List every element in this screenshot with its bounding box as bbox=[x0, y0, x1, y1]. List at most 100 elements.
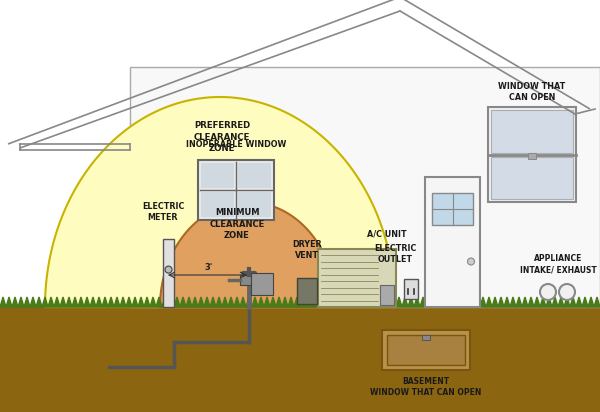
Polygon shape bbox=[48, 297, 54, 307]
Polygon shape bbox=[276, 297, 282, 307]
Text: MINIMUM
CLEARANCE
ZONE: MINIMUM CLEARANCE ZONE bbox=[209, 208, 265, 240]
Polygon shape bbox=[432, 297, 438, 307]
Polygon shape bbox=[96, 297, 102, 307]
Polygon shape bbox=[594, 297, 600, 307]
Polygon shape bbox=[342, 297, 348, 307]
Polygon shape bbox=[132, 297, 138, 307]
Polygon shape bbox=[120, 297, 126, 307]
Polygon shape bbox=[6, 297, 12, 307]
Polygon shape bbox=[588, 297, 594, 307]
Polygon shape bbox=[438, 297, 444, 307]
Text: ELECTRIC
OUTLET: ELECTRIC OUTLET bbox=[374, 244, 416, 264]
Bar bbox=[425, 177, 480, 307]
Polygon shape bbox=[30, 297, 36, 307]
Circle shape bbox=[559, 284, 575, 300]
Polygon shape bbox=[12, 297, 18, 307]
Polygon shape bbox=[360, 297, 366, 307]
Polygon shape bbox=[300, 297, 306, 307]
Polygon shape bbox=[372, 297, 378, 307]
Text: INOPERABLE WINDOW: INOPERABLE WINDOW bbox=[186, 140, 286, 148]
Polygon shape bbox=[66, 297, 72, 307]
Bar bbox=[251, 273, 273, 295]
Polygon shape bbox=[366, 297, 372, 307]
Polygon shape bbox=[420, 297, 426, 307]
Polygon shape bbox=[546, 297, 552, 307]
Bar bbox=[318, 249, 396, 307]
Polygon shape bbox=[216, 297, 222, 307]
Polygon shape bbox=[336, 297, 342, 307]
Polygon shape bbox=[246, 297, 252, 307]
Polygon shape bbox=[444, 297, 450, 307]
Polygon shape bbox=[84, 297, 90, 307]
Bar bbox=[201, 163, 234, 188]
Polygon shape bbox=[192, 297, 198, 307]
Polygon shape bbox=[0, 297, 6, 307]
Bar bbox=[130, 67, 600, 307]
Polygon shape bbox=[168, 297, 174, 307]
Polygon shape bbox=[252, 297, 258, 307]
Polygon shape bbox=[306, 297, 312, 307]
Polygon shape bbox=[294, 297, 300, 307]
Polygon shape bbox=[186, 297, 192, 307]
Bar bbox=[491, 110, 573, 152]
Bar bbox=[422, 335, 430, 340]
Polygon shape bbox=[222, 297, 228, 307]
Polygon shape bbox=[72, 297, 78, 307]
Circle shape bbox=[467, 258, 475, 265]
Polygon shape bbox=[156, 297, 162, 307]
Polygon shape bbox=[540, 297, 546, 307]
Polygon shape bbox=[42, 297, 48, 307]
Polygon shape bbox=[36, 297, 42, 307]
Polygon shape bbox=[160, 202, 336, 307]
Text: APPLIANCE
INTAKE/ EXHAUST: APPLIANCE INTAKE/ EXHAUST bbox=[520, 254, 596, 274]
Polygon shape bbox=[528, 297, 534, 307]
Bar bbox=[387, 335, 465, 365]
Polygon shape bbox=[162, 297, 168, 307]
Polygon shape bbox=[522, 297, 528, 307]
Polygon shape bbox=[288, 297, 294, 307]
Polygon shape bbox=[384, 297, 390, 307]
Bar bbox=[432, 193, 473, 225]
Bar bbox=[382, 330, 470, 370]
Polygon shape bbox=[24, 297, 30, 307]
Bar bbox=[201, 192, 234, 217]
Polygon shape bbox=[144, 297, 150, 307]
Polygon shape bbox=[390, 297, 396, 307]
Polygon shape bbox=[240, 297, 246, 307]
Polygon shape bbox=[204, 297, 210, 307]
Bar bbox=[404, 279, 418, 299]
Polygon shape bbox=[558, 297, 564, 307]
Text: BASEMENT
WINDOW THAT CAN OPEN: BASEMENT WINDOW THAT CAN OPEN bbox=[370, 377, 482, 397]
Polygon shape bbox=[126, 297, 132, 307]
Polygon shape bbox=[78, 297, 84, 307]
Text: A/C UNIT: A/C UNIT bbox=[367, 229, 407, 239]
Polygon shape bbox=[378, 297, 384, 307]
Polygon shape bbox=[498, 297, 504, 307]
Polygon shape bbox=[102, 297, 108, 307]
Polygon shape bbox=[396, 297, 402, 307]
Polygon shape bbox=[426, 297, 432, 307]
Polygon shape bbox=[486, 297, 492, 307]
Polygon shape bbox=[90, 297, 96, 307]
Polygon shape bbox=[180, 297, 186, 307]
Text: 3': 3' bbox=[205, 263, 213, 272]
Polygon shape bbox=[258, 297, 264, 307]
Polygon shape bbox=[282, 297, 288, 307]
Polygon shape bbox=[54, 297, 60, 307]
Polygon shape bbox=[210, 297, 216, 307]
Text: WINDOW THAT
CAN OPEN: WINDOW THAT CAN OPEN bbox=[499, 82, 566, 102]
Polygon shape bbox=[234, 297, 240, 307]
Polygon shape bbox=[480, 297, 486, 307]
Polygon shape bbox=[318, 297, 324, 307]
Polygon shape bbox=[264, 297, 270, 307]
Bar bbox=[238, 192, 271, 217]
Polygon shape bbox=[576, 297, 582, 307]
Polygon shape bbox=[582, 297, 588, 307]
Polygon shape bbox=[174, 297, 180, 307]
Polygon shape bbox=[228, 297, 234, 307]
Bar bbox=[240, 275, 258, 285]
Polygon shape bbox=[570, 297, 576, 307]
Polygon shape bbox=[492, 297, 498, 307]
Polygon shape bbox=[510, 297, 516, 307]
Polygon shape bbox=[114, 297, 120, 307]
